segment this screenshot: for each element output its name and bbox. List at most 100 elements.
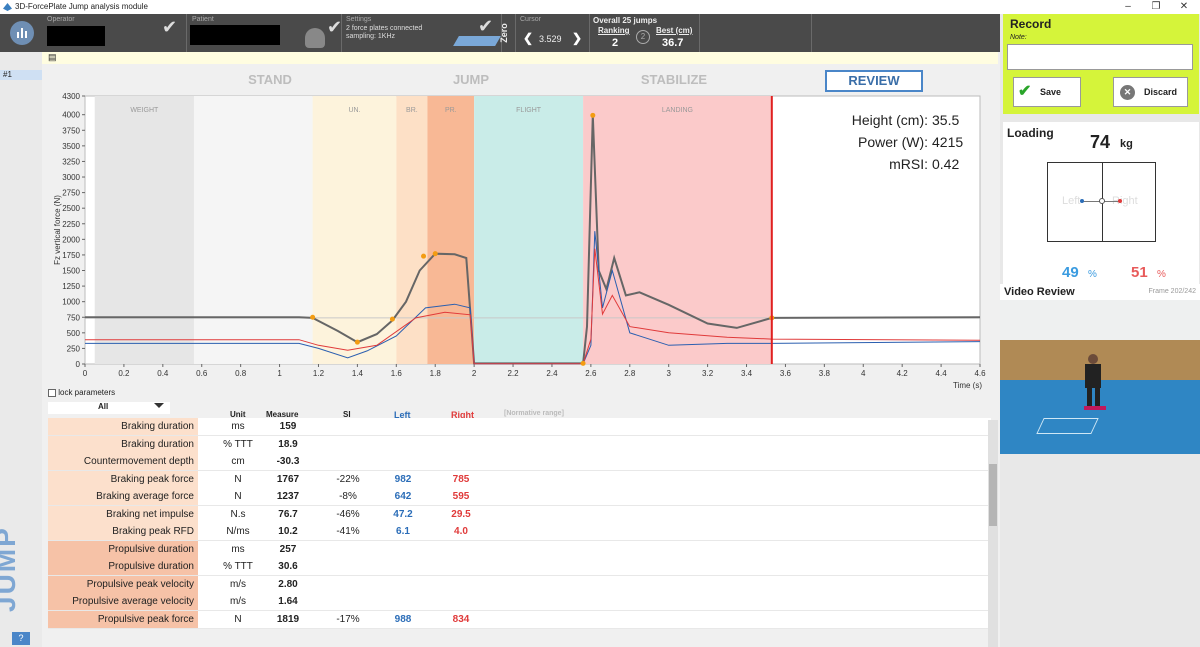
stats-icon[interactable] [10, 21, 34, 45]
y-tick-label: 3250 [62, 157, 80, 166]
discard-button[interactable]: ✕ Discard [1113, 77, 1188, 107]
zero-button[interactable]: Zero [498, 14, 516, 52]
row-left [373, 558, 433, 575]
row-label: Propulsive peak force [48, 610, 198, 628]
frame-label: Frame 202/242 [1148, 288, 1196, 295]
table-row[interactable]: Countermovement depth cm -30.3 [48, 453, 991, 471]
table-row[interactable]: Braking duration ms 159 [48, 418, 991, 436]
row-si [318, 541, 378, 558]
x-axis-label: Time (s) [953, 381, 982, 390]
cursor-prev-icon[interactable]: ❮ [523, 31, 534, 45]
table-row[interactable]: Braking net impulse N.s 76.7 -46% 47.2 29.5 [48, 505, 991, 524]
table-row[interactable]: Propulsive peak force N 1819 -17% 988 834 [48, 610, 991, 629]
discard-label: Discard [1144, 87, 1178, 97]
table-row[interactable]: Propulsive average velocity m/s 1.64 [48, 593, 991, 611]
save-button[interactable]: ✔ Save [1013, 77, 1081, 107]
check-icon: ✔ [1018, 83, 1032, 100]
table-row[interactable]: Propulsive duration % TTT 30.6 [48, 558, 991, 576]
cursor-section: Cursor ❮ 3.529 ❯ [516, 14, 590, 52]
check-icon: ✔ [478, 16, 494, 36]
patient-section[interactable]: Patient ✔ [187, 14, 342, 52]
row-si [318, 418, 378, 435]
force-chart: WEIGHT UN. BR. PR. FLIGHT LANDING 0 250 500 750 10… [42, 92, 998, 392]
row-right: 595 [452, 491, 470, 502]
force-chart-svg: WEIGHT UN. BR. PR. FLIGHT LANDING025050075010… [53, 92, 986, 390]
row-si [318, 453, 378, 470]
row-measure: 257 [279, 543, 297, 555]
user-icon [305, 28, 325, 48]
region-un [312, 96, 397, 364]
close-icon[interactable]: ✕ [1179, 1, 1189, 12]
row-unit: m/s [229, 578, 247, 590]
x-tick-label: 2 [472, 369, 477, 378]
header-normative: [Normative range] [504, 410, 564, 417]
tab-stand[interactable]: STAND [248, 72, 292, 87]
tab-jump[interactable]: JUMP [452, 72, 490, 87]
x-tick-label: 0.8 [235, 369, 247, 378]
x-tick-label: 3.4 [741, 369, 753, 378]
scrollbar-thumb[interactable] [989, 464, 997, 526]
y-tick-label: 2000 [62, 235, 80, 244]
athlete-head [1088, 354, 1098, 364]
best-label[interactable]: Best (cm) [656, 26, 693, 35]
x-tick-label: 3.2 [702, 369, 714, 378]
video-title: Video Review [1004, 286, 1075, 298]
table-row[interactable]: Braking peak force N 1767 -22% 982 785 [48, 470, 991, 489]
filter-select[interactable]: All [48, 402, 170, 414]
operator-redacted [47, 26, 105, 46]
region-label: WEIGHT [130, 107, 159, 114]
region-landing [583, 96, 772, 364]
region-flight [474, 96, 584, 364]
x-tick-label: 3.8 [819, 369, 831, 378]
table-row[interactable]: Braking peak RFD N/ms 10.2 -41% 6.1 4.0 [48, 523, 991, 541]
table-row[interactable]: Propulsive peak velocity m/s 2.80 [48, 575, 991, 594]
sidebar-top [0, 14, 42, 52]
overall-section: Overall 25 jumps Ranking 2 2 Best (cm) 3… [590, 14, 700, 52]
row-measure: 76.7 [278, 508, 298, 520]
note-input[interactable] [1007, 44, 1193, 70]
row-right [431, 593, 491, 610]
row-left [373, 541, 433, 558]
row-unit: m/s [229, 596, 247, 607]
row-si: -17% [336, 613, 360, 625]
row-measure: 1767 [276, 473, 300, 485]
row-label: Propulsive duration [48, 540, 198, 558]
event-marker [590, 112, 596, 118]
row-label: Braking peak RFD [48, 523, 198, 540]
table-scrollbar[interactable] [988, 420, 998, 647]
row-measure: 30.6 [278, 561, 298, 572]
row-measure: 1819 [276, 613, 300, 625]
lock-parameters[interactable]: lock parameters [48, 388, 115, 397]
operator-section[interactable]: Operator ✔ [42, 14, 187, 52]
help-button[interactable]: ? [12, 632, 30, 645]
y-axis-label: Fz vertical force (N) [53, 195, 62, 265]
region-weight [94, 96, 194, 364]
minimize-icon[interactable]: – [1125, 1, 1131, 12]
tab-review[interactable]: REVIEW [825, 70, 923, 92]
save-label: Save [1040, 87, 1062, 97]
cursor-next-icon[interactable]: ❯ [572, 31, 583, 45]
tab-stabilize[interactable]: STABILIZE [640, 72, 708, 87]
settings-section[interactable]: Settings 2 force plates connected sampli… [342, 14, 502, 52]
tab-jump-1[interactable]: #1 [0, 70, 42, 80]
row-left: 988 [394, 613, 412, 625]
phase-tabs: STAND JUMP STABILIZE REVIEW [42, 66, 998, 96]
row-measure: 10.2 [278, 526, 298, 537]
left-sidebar: #1 JUMP ? [0, 14, 42, 647]
x-tick-label: 2.8 [624, 369, 636, 378]
y-tick-label: 3000 [62, 173, 80, 182]
maximize-icon[interactable]: ❐ [1151, 1, 1161, 12]
table-row[interactable]: Propulsive duration ms 257 [48, 540, 991, 559]
comment-icon[interactable]: ▤ [48, 52, 57, 62]
left-percent: 49 [1062, 264, 1079, 281]
lock-checkbox[interactable] [48, 388, 56, 397]
row-right [431, 453, 491, 470]
table-row[interactable]: Braking duration % TTT 18.9 [48, 435, 991, 454]
zero-label: Zero [498, 23, 509, 43]
table-row[interactable]: Braking average force N 1237 -8% 642 595 [48, 488, 991, 506]
ranking-label[interactable]: Ranking [598, 26, 630, 35]
video-frame[interactable] [1000, 300, 1200, 454]
x-tick-label: 1.2 [313, 369, 325, 378]
y-tick-label: 250 [67, 344, 81, 353]
row-si: -46% [336, 508, 360, 520]
